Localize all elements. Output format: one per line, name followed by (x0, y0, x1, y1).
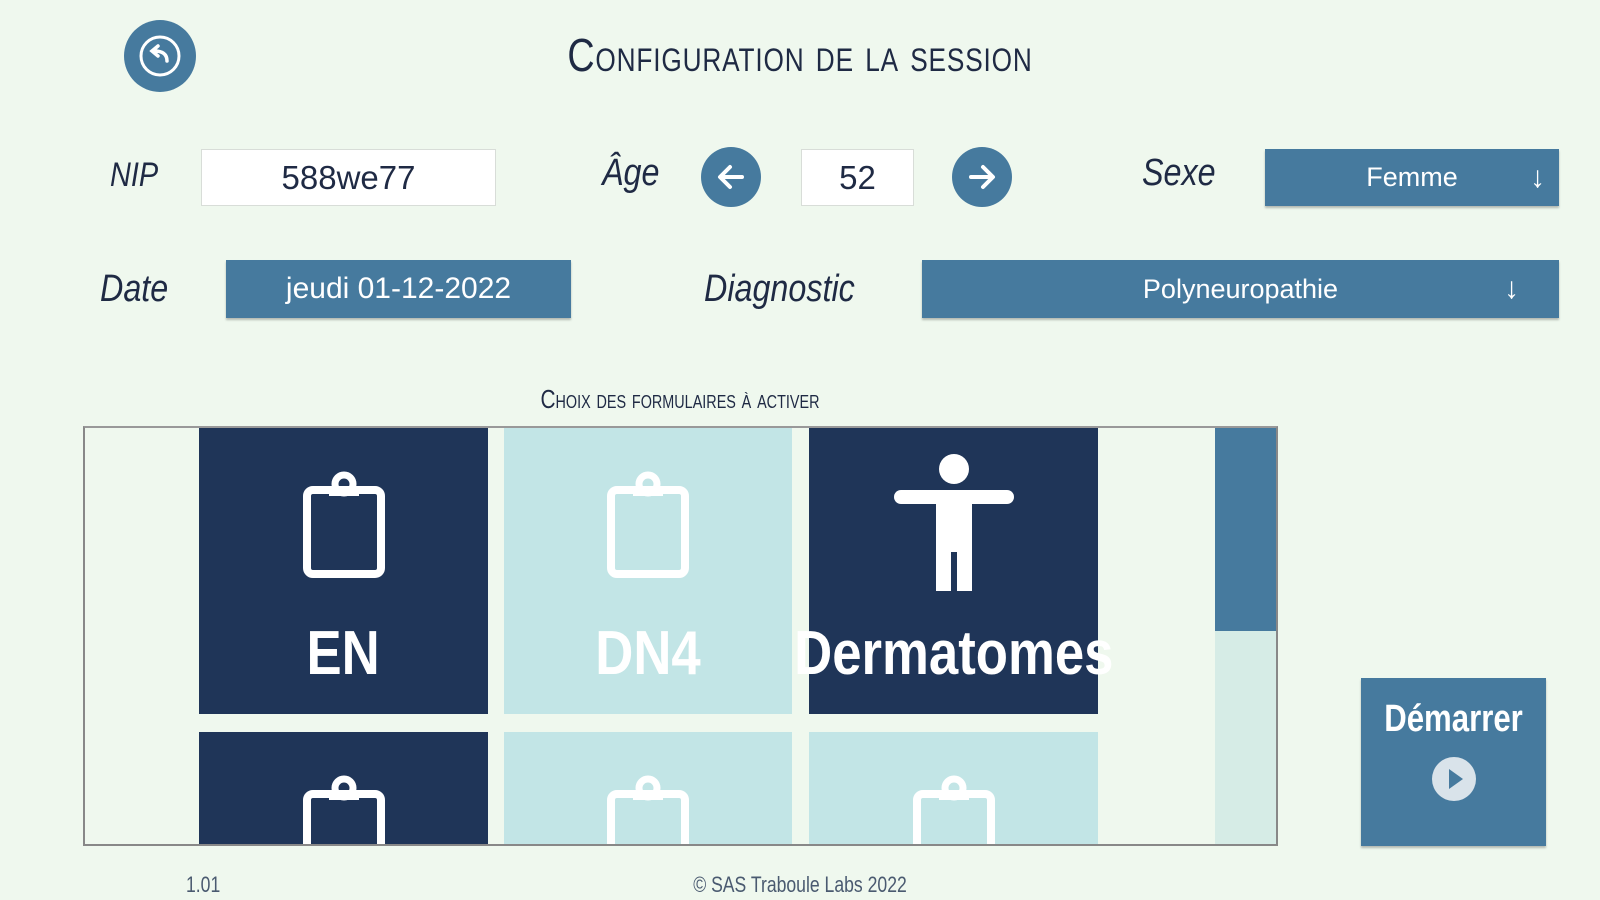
form-tile[interactable] (504, 732, 792, 844)
scrollbar-thumb[interactable] (1215, 428, 1276, 631)
arrow-left-icon (718, 165, 744, 189)
tile-label: EN (306, 619, 381, 688)
date-label: Date (100, 268, 169, 310)
age-input[interactable]: 52 (801, 149, 914, 206)
clipboard-icon (607, 775, 689, 844)
sexe-label: Sexe (1142, 152, 1216, 194)
form-tile-dn4[interactable]: DN4 (504, 428, 792, 714)
form-tile-en[interactable]: EN (199, 428, 488, 714)
start-button[interactable]: Démarrer (1361, 678, 1546, 846)
version-text: 1.01 (186, 872, 221, 897)
nip-label: NIP (110, 156, 159, 194)
arrow-right-icon (969, 165, 995, 189)
sexe-value: Femme (1366, 162, 1458, 192)
clipboard-icon (302, 471, 385, 578)
forms-section-label: Choix des formulaires à activer (540, 384, 820, 414)
form-tile-dermatomes[interactable]: Dermatomes (794, 428, 1113, 714)
copyright-text: © SAS Traboule Labs 2022 (693, 872, 907, 897)
start-button-label: Démarrer (1384, 698, 1523, 740)
person-icon (893, 454, 1014, 591)
forms-grid: EN DN4 Dermatomes (83, 426, 1278, 846)
diagnostic-dropdown[interactable]: Polyneuropathie ↓ (922, 260, 1559, 318)
play-circle-icon (1431, 757, 1476, 801)
age-label: Âge (602, 152, 660, 194)
clipboard-icon (607, 471, 689, 578)
chevron-down-icon: ↓ (1504, 272, 1519, 305)
sexe-dropdown[interactable]: Femme ↓ (1265, 149, 1559, 206)
clipboard-icon (302, 775, 385, 844)
chevron-down-icon: ↓ (1530, 160, 1545, 194)
clipboard-icon (912, 775, 995, 844)
form-tile[interactable] (199, 732, 488, 844)
diagnostic-value: Polyneuropathie (1142, 273, 1339, 304)
nip-input[interactable]: 588we77 (201, 149, 496, 206)
tile-label: Dermatomes (793, 619, 1114, 688)
diagnostic-label: Diagnostic (704, 268, 855, 310)
scrollbar-track[interactable] (1215, 428, 1276, 844)
tile-label: DN4 (595, 619, 701, 688)
age-decrement-button[interactable] (701, 147, 761, 207)
page-title: Configuration de la session (567, 29, 1033, 81)
date-button[interactable]: jeudi 01-12-2022 (226, 260, 571, 318)
age-increment-button[interactable] (952, 147, 1012, 207)
back-button[interactable] (124, 20, 196, 92)
back-arrow-icon (139, 35, 181, 77)
form-tile[interactable] (809, 732, 1098, 844)
